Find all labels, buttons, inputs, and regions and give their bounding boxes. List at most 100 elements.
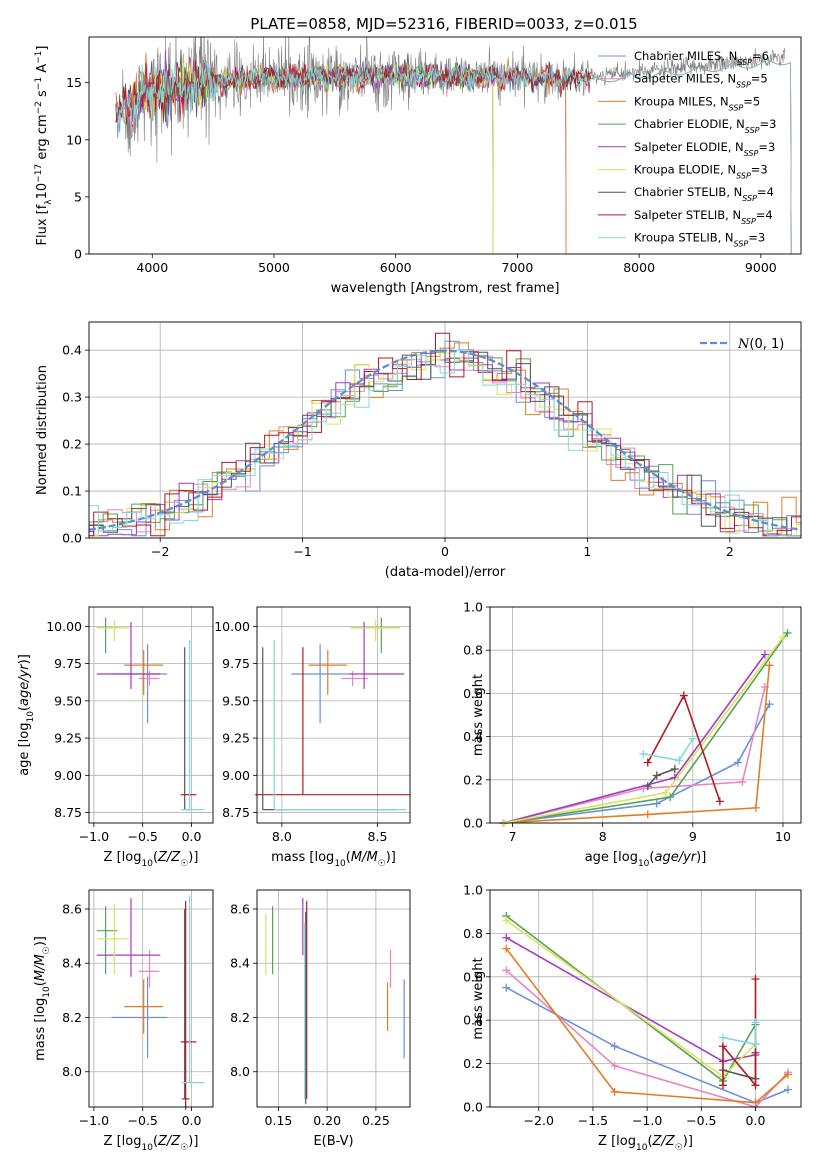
y-tick-label: 0.6: [463, 969, 483, 984]
weight-marker: [610, 1061, 619, 1070]
y-tick-label: 0.4: [463, 1013, 483, 1028]
x-axis-label: Z [log10(Z/Z☉)]: [104, 1134, 199, 1153]
weight-line: [503, 636, 784, 824]
y-axis-label: age [log10(age/yr)]: [17, 654, 36, 776]
y-tick-label: 9.25: [222, 731, 250, 746]
plot-area: [96, 895, 205, 1110]
error-bar-point: [291, 644, 349, 724]
weight-marker: [688, 734, 697, 743]
x-tick-label: −1.5: [578, 1113, 608, 1128]
x-tick-label: −0.5: [128, 829, 158, 844]
x-tick-label: 9: [689, 829, 697, 844]
panel-ebv-mass: 0.15 0.20 0.25 8.0 8.2 8.4 8.6 E(B-V): [230, 889, 411, 1149]
error-bar-point: [350, 620, 401, 642]
x-tick-label: −0.5: [686, 1113, 716, 1128]
y-tick-label: 8.4: [230, 956, 250, 971]
weight-marker: [778, 633, 787, 642]
y-tick-label: 1.0: [463, 883, 483, 898]
error-bar-point: [273, 639, 407, 811]
x-tick-label: −1.0: [79, 1113, 109, 1128]
x-tick-label: 5000: [258, 260, 290, 275]
y-tick-label: 0.4: [62, 343, 82, 358]
y-tick-label: 0.0: [463, 1100, 483, 1115]
error-bar-point: [96, 621, 161, 689]
x-tick-label: 0: [441, 544, 449, 559]
legend-label: Chabrier ELODIE, NSSP=3: [634, 117, 776, 135]
legend-label: Salpeter MILES, NSSP=5: [634, 72, 768, 90]
weight-marker: [718, 1081, 727, 1090]
weight-marker: [610, 1087, 619, 1096]
y-tick-label: 9.00: [222, 768, 250, 783]
y-axis-label: mass weight: [471, 674, 486, 756]
y-tick-label: 8.2: [62, 1010, 82, 1025]
weight-line: [503, 654, 766, 824]
x-axis-label: Z [log10(Z/Z☉)]: [104, 850, 199, 869]
error-bar-point: [262, 647, 397, 811]
x-tick-label: 8: [599, 829, 607, 844]
residual-histogram: [89, 332, 801, 537]
x-tick-label: 10: [775, 829, 791, 844]
error-bar-point: [181, 639, 205, 811]
x-tick-label: 8000: [623, 260, 655, 275]
x-axis-label: E(B-V): [313, 1134, 353, 1149]
y-tick-label: 0.8: [463, 643, 483, 658]
y-tick-label: 9.75: [54, 656, 82, 671]
x-tick-label: 0.0: [746, 1113, 766, 1128]
residual-histogram: [89, 342, 801, 537]
y-tick-label: 0.2: [62, 437, 82, 452]
x-tick-label: 4000: [136, 260, 168, 275]
y-tick-label: 8.75: [222, 805, 250, 820]
y-tick-label: 1.0: [463, 600, 483, 615]
weight-marker: [718, 1033, 727, 1042]
error-bar-point: [111, 644, 168, 724]
weight-marker: [652, 799, 661, 808]
weight-marker: [502, 983, 511, 992]
y-tick-label: 8.6: [62, 901, 82, 916]
y-tick-label: 8.0: [230, 1064, 250, 1079]
y-tick-label: 8.4: [62, 956, 82, 971]
error-bar-point: [350, 617, 399, 654]
y-tick-label: 8.75: [54, 805, 82, 820]
x-tick-label: 0.25: [362, 1113, 390, 1128]
y-tick-label: 10: [66, 132, 82, 147]
weight-marker: [765, 661, 774, 670]
weight-marker: [751, 1040, 760, 1049]
y-tick-label: 9.50: [54, 693, 82, 708]
y-tick-label: 0: [74, 247, 82, 262]
axes-frame: [256, 889, 411, 1108]
y-tick-label: 0.2: [463, 772, 483, 787]
y-tick-label: 15: [66, 75, 82, 90]
error-bar-point: [181, 647, 190, 811]
weight-line: [503, 632, 789, 824]
x-tick-label: 0.15: [265, 1113, 293, 1128]
y-tick-label: 9.75: [222, 656, 250, 671]
plot-area: [499, 628, 792, 827]
axes-frame: [256, 606, 411, 824]
weight-marker: [502, 916, 511, 925]
weight-marker: [760, 650, 769, 659]
x-tick-label: 1: [583, 544, 591, 559]
x-tick-label: 0.20: [313, 1113, 341, 1128]
x-tick-label: 7: [509, 829, 517, 844]
y-tick-label: 0.8: [463, 926, 483, 941]
x-tick-label: 2: [726, 544, 734, 559]
x-tick-label: −1.0: [79, 829, 109, 844]
weight-marker: [679, 691, 688, 700]
x-axis-label: Z [log10(Z/Z☉)]: [598, 1134, 693, 1153]
weight-marker: [733, 758, 742, 767]
panel-spectrum: 4000 5000 6000 7000 8000 9000 0 5 10 15 wavelength…: [34, 36, 802, 296]
weight-marker: [652, 771, 661, 780]
x-tick-label: −1: [293, 544, 311, 559]
plot-area: [96, 617, 205, 811]
y-tick-label: 9.25: [54, 731, 82, 746]
x-tick-label: 8.5: [368, 829, 388, 844]
y-tick-label: 10.00: [46, 619, 82, 634]
weight-marker: [783, 1085, 792, 1094]
weight-marker: [675, 756, 684, 765]
x-axis-label: mass [log10(M/M☉)]: [271, 850, 396, 869]
plot-area: [255, 617, 410, 811]
x-tick-label: 0.0: [182, 1113, 202, 1128]
weight-marker: [502, 966, 511, 975]
weight-line: [505, 948, 789, 1104]
